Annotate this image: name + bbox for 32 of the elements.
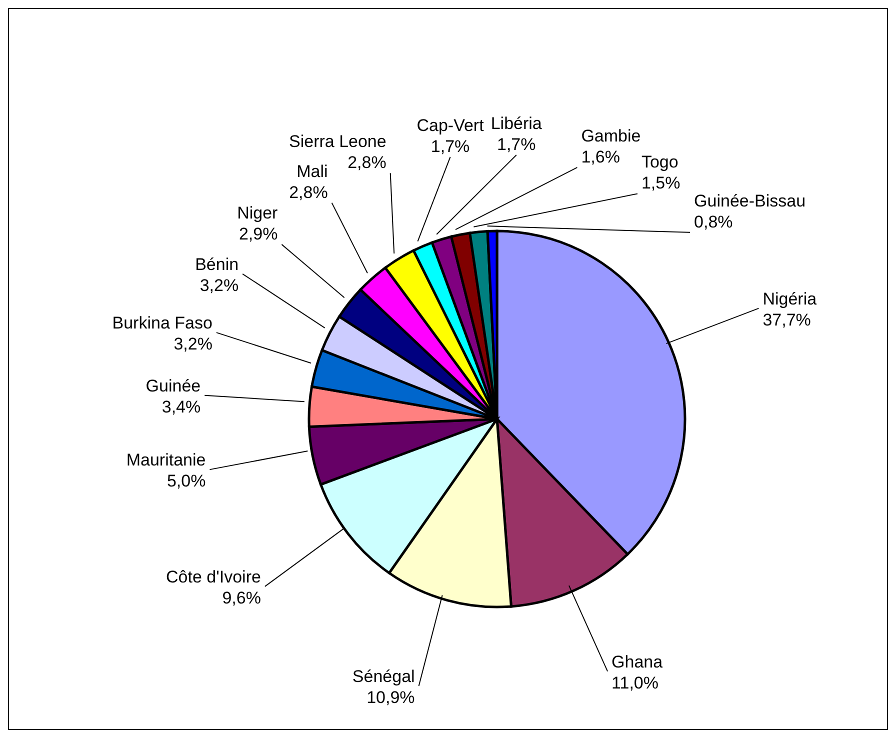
data-label: 1,7% (430, 136, 470, 156)
data-label: 1,6% (581, 147, 620, 166)
slice-label: Guinée (146, 376, 201, 396)
data-label: 2,9% (238, 224, 278, 244)
slice-label: Mali (296, 162, 328, 181)
data-label: 11,0% (612, 673, 659, 692)
data-label: 37,7% (762, 310, 811, 330)
slice-label: Niger (237, 203, 278, 222)
data-label: 0,8% (694, 212, 733, 232)
data-label: 1,7% (496, 134, 536, 154)
slice-label: Bénin (195, 254, 239, 274)
data-label: 2,8% (348, 153, 386, 172)
slice-label: Nigéria (762, 289, 818, 308)
slice-label: Libéria (490, 114, 542, 133)
slice-label: Mauritanie (126, 450, 206, 470)
slice-label: Togo (641, 152, 678, 172)
data-label: 1,5% (641, 174, 680, 193)
data-label: 3,2% (200, 276, 239, 295)
slice-label: Ghana (612, 652, 664, 672)
data-label: 9,6% (222, 588, 261, 608)
slice-label: Sénégal (352, 666, 415, 686)
slice-label: Sierra Leone (289, 132, 386, 152)
data-label: 5,0% (166, 472, 206, 491)
slice-label: Côte d'Ivoire (166, 567, 261, 586)
data-label: 2,8% (289, 182, 328, 202)
slice-label: Cap-Vert (416, 116, 484, 135)
slice-label: Gambie (581, 126, 641, 146)
data-label: 3,2% (174, 334, 212, 354)
slice-label: Guinée-Bissau (694, 191, 806, 210)
slice-label: Burkina Faso (112, 314, 212, 333)
data-label: 10,9% (366, 688, 415, 707)
data-label: 3,4% (162, 397, 201, 416)
